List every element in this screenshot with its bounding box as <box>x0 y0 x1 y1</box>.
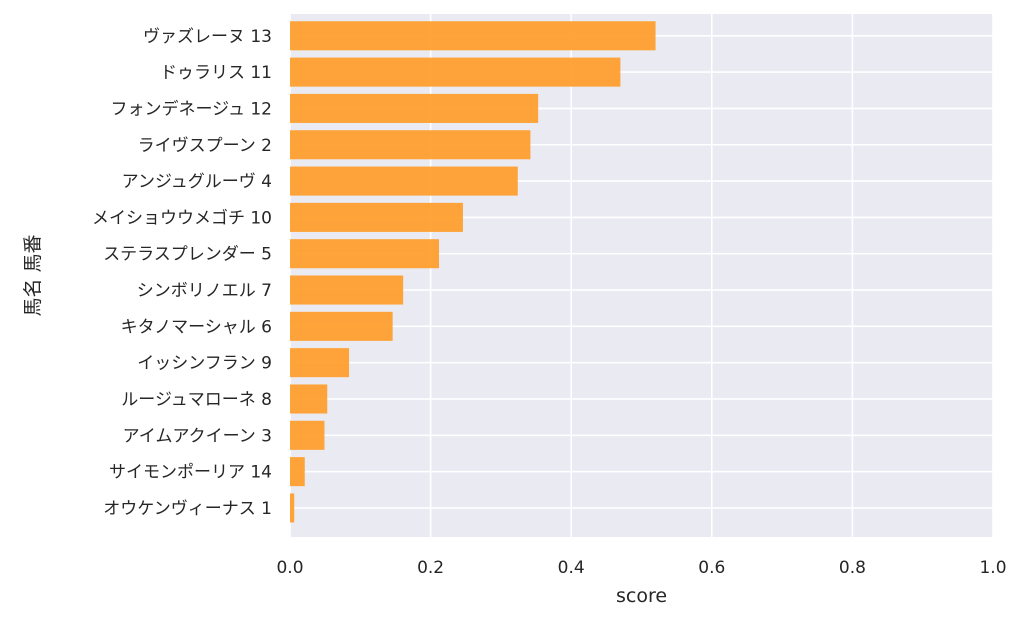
y-tick-label: アイムアクイーン 3 <box>123 426 272 446</box>
bar <box>290 130 531 160</box>
bar <box>290 493 295 523</box>
bar <box>290 57 621 87</box>
x-tick-labels: 0.0 0.2 0.4 0.6 0.8 1.0 <box>276 558 1006 578</box>
y-tick-label: メイショウウメゴチ 10 <box>92 207 272 228</box>
x-tick-label: 0.8 <box>839 558 866 578</box>
bar <box>290 457 305 487</box>
x-tick-label: 0.6 <box>698 558 725 578</box>
y-tick-label: ヴァズレーヌ 13 <box>143 27 272 47</box>
x-tick-label: 1.0 <box>979 558 1006 578</box>
y-tick-label: ルージュマローネ 8 <box>121 390 272 410</box>
bar <box>290 384 328 414</box>
x-tick-label: 0.2 <box>417 558 444 578</box>
bar <box>290 202 463 232</box>
bar <box>290 311 393 341</box>
x-tick-label: 0.0 <box>276 558 303 578</box>
bar <box>290 21 656 51</box>
y-tick-label: シンボリノエル 7 <box>137 281 272 301</box>
y-tick-label: サイモンポーリア 14 <box>109 463 272 483</box>
bar <box>290 166 518 196</box>
y-tick-label: ステラスプレンダー 5 <box>103 245 272 265</box>
y-tick-label: キタノマーシャル 6 <box>121 317 272 337</box>
y-tick-label: ライヴスプーン 2 <box>138 136 272 156</box>
x-tick-label: 0.4 <box>558 558 585 578</box>
y-tick-label: オウケンヴィーナス 1 <box>103 499 272 519</box>
bar <box>290 275 404 305</box>
y-tick-label: イッシンフラン 9 <box>137 354 272 374</box>
y-tick-label: フォンデネージュ 12 <box>110 98 272 119</box>
x-axis-label: score <box>616 585 667 607</box>
bar <box>290 420 325 450</box>
y-tick-label: ドゥラリス 11 <box>160 63 272 83</box>
bars <box>290 21 656 523</box>
bar <box>290 93 539 123</box>
y-tick-labels: ヴァズレーヌ 13 ドゥラリス 11 フォンデネージュ 12 ライヴスプーン 2 アンジ… <box>92 27 272 519</box>
bar <box>290 239 440 269</box>
y-tick-label: アンジュグルーヴ 4 <box>122 172 272 192</box>
bar <box>290 348 350 378</box>
y-axis-label: 馬名 馬番 <box>22 234 44 316</box>
